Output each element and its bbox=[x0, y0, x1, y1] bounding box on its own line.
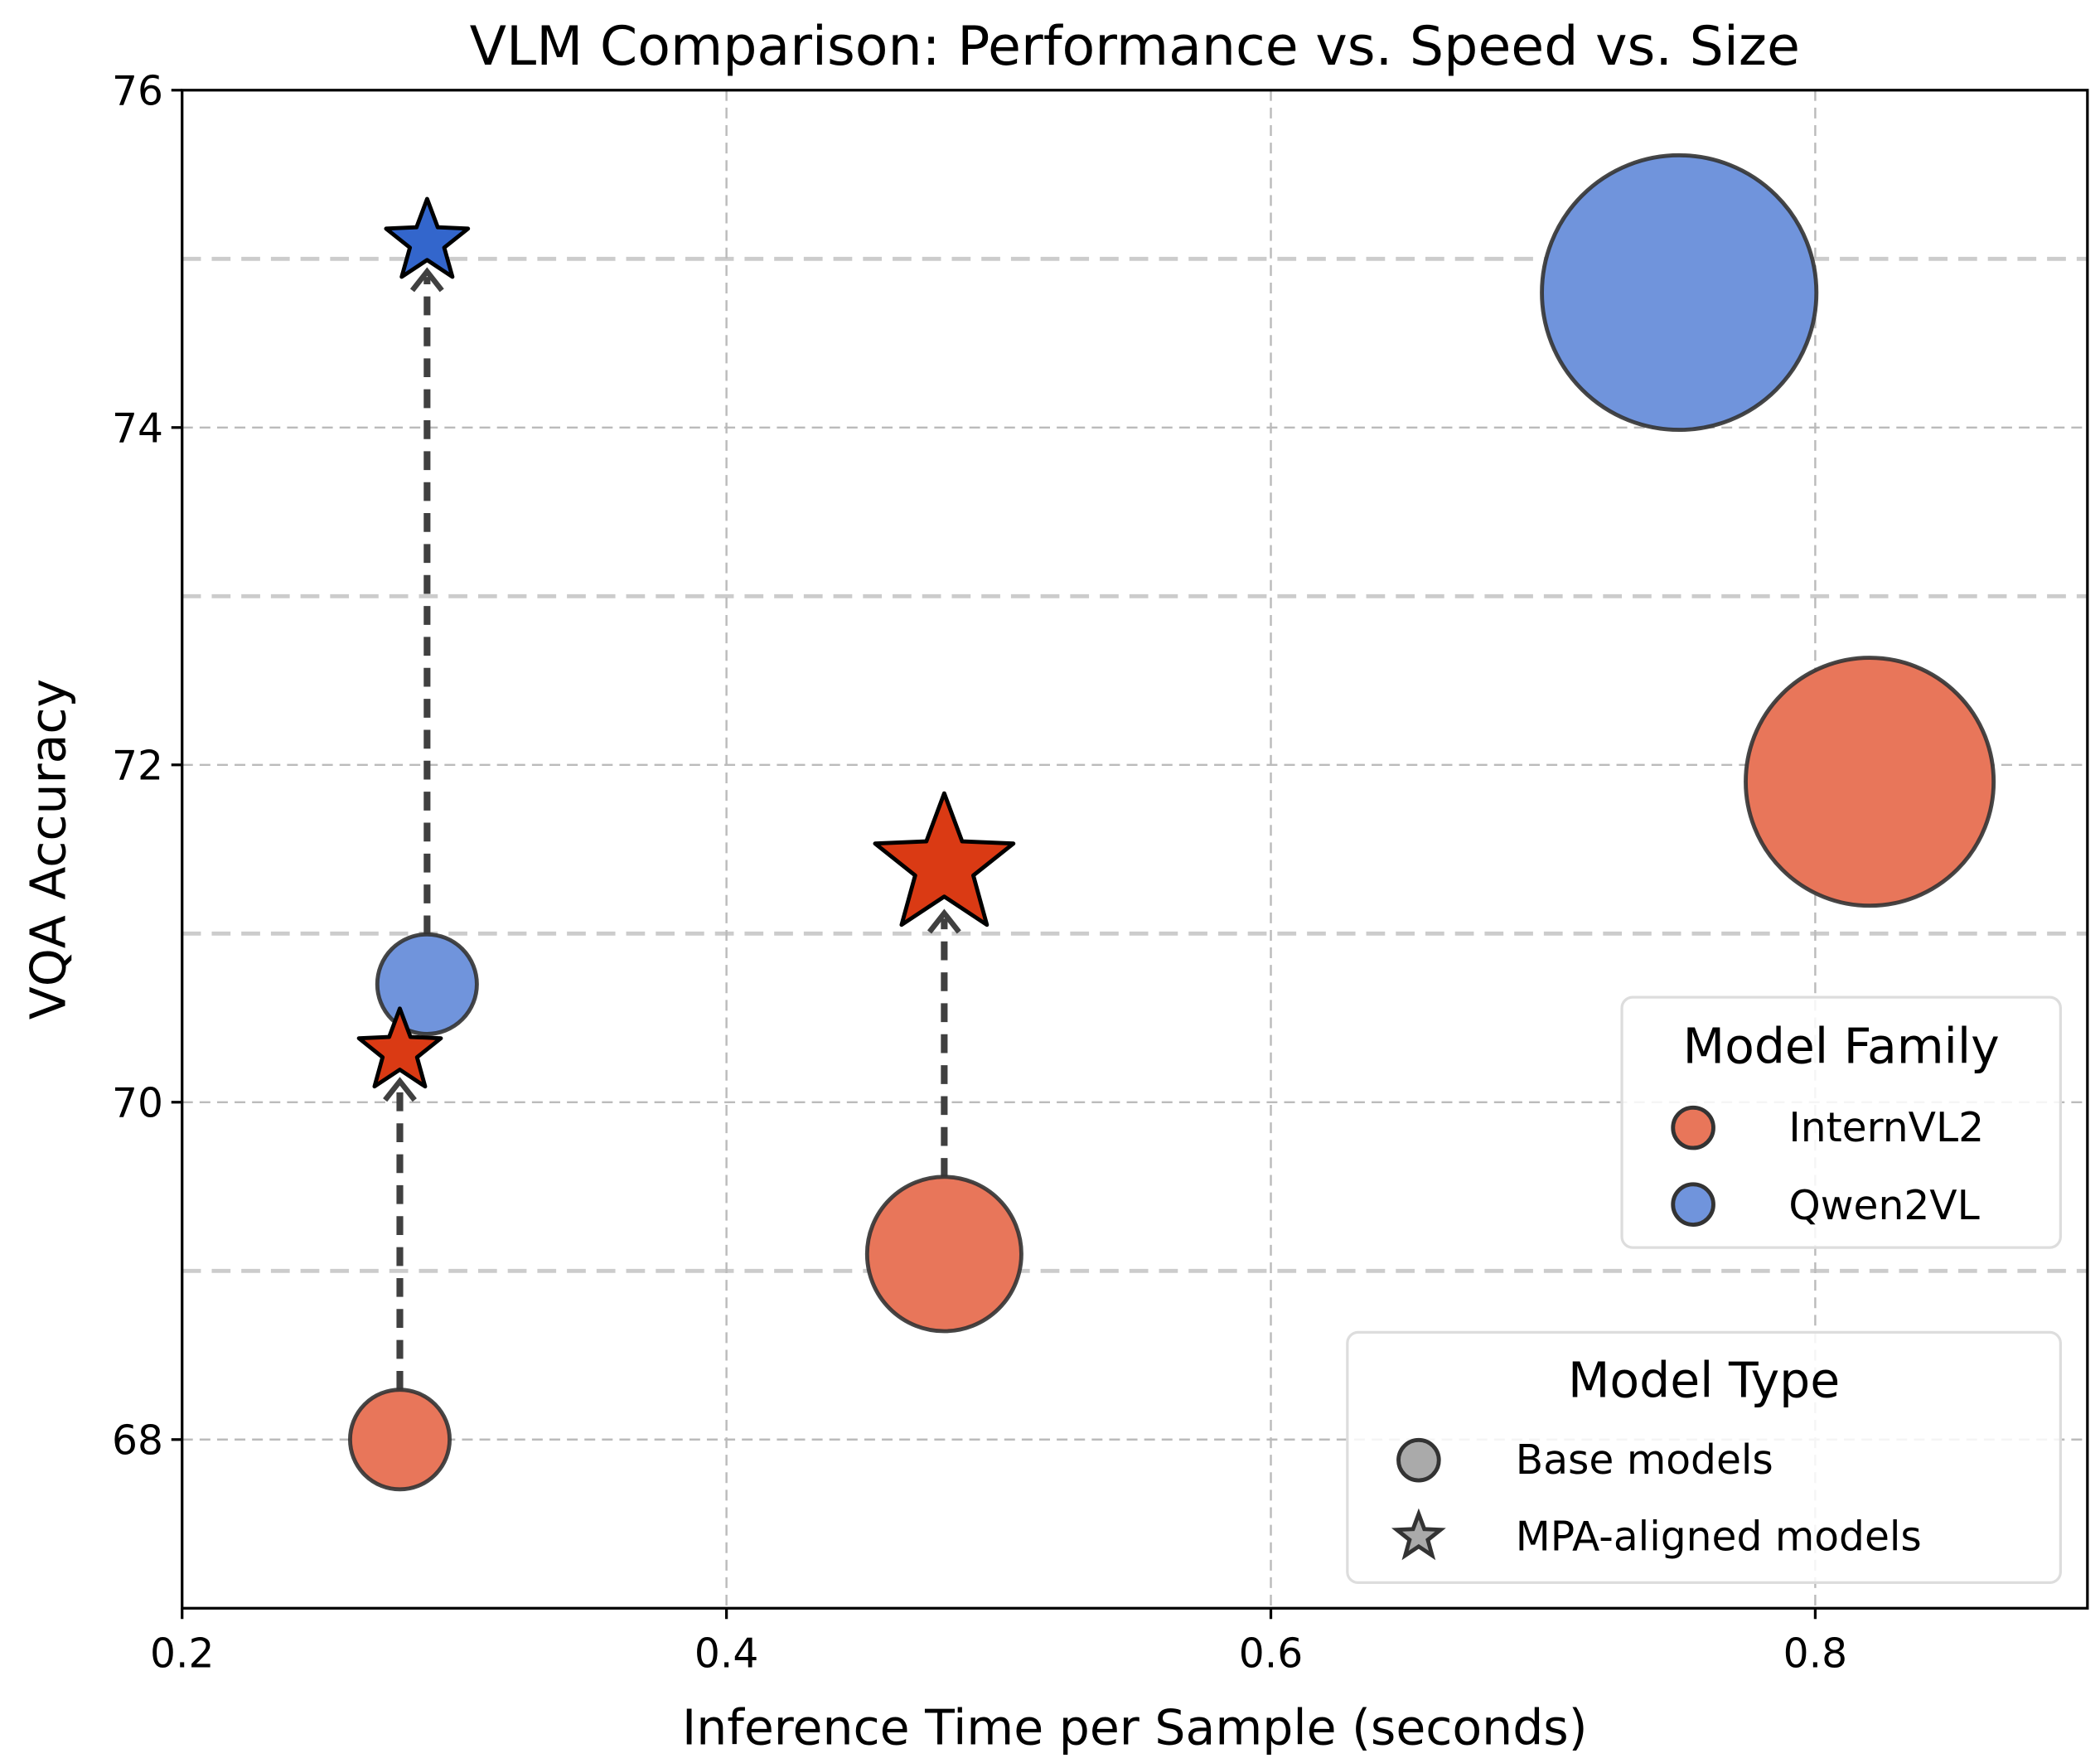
y-tick-label: 76 bbox=[112, 69, 163, 115]
legend-base-marker bbox=[1396, 1437, 1441, 1483]
base-model-point-internvl2 bbox=[1744, 656, 1996, 908]
base-model-point-qwen2vl bbox=[375, 932, 479, 1036]
plot-frame bbox=[181, 89, 2089, 1610]
legend-mpa-label: MPA-aligned models bbox=[1516, 1514, 1922, 1560]
x-tick-label: 0.6 bbox=[1239, 1631, 1303, 1678]
x-tick-label: 0.4 bbox=[694, 1631, 758, 1678]
legend-internvl2-marker bbox=[1671, 1105, 1715, 1150]
chart-title: VLM Comparison: Performance vs. Speed vs… bbox=[470, 16, 1800, 78]
mpa-model-point-qwen2vl bbox=[384, 196, 471, 279]
y-tick-label: 70 bbox=[112, 1081, 163, 1127]
x-axis-label: Inference Time per Sample (seconds) bbox=[682, 1699, 1588, 1756]
base-model-point-qwen2vl bbox=[1540, 153, 1819, 433]
legend-star-marker bbox=[1391, 1508, 1446, 1561]
y-axis-label: VQA Accuracy bbox=[20, 679, 76, 1020]
y-tick-label: 68 bbox=[112, 1418, 163, 1465]
improvement-arrow-head bbox=[383, 1077, 417, 1102]
legend-qwen2vl-marker bbox=[1671, 1182, 1715, 1227]
legend-type-title: Model Type bbox=[1568, 1352, 1840, 1408]
legend-model-family: Model Family InternVL2 Qwen2VL bbox=[1620, 995, 2062, 1249]
legend-model-type: Model Type Base models MPA-aligned model… bbox=[1346, 1330, 2062, 1585]
mpa-model-point-internvl2 bbox=[873, 791, 1016, 928]
y-tick-label: 72 bbox=[112, 743, 163, 790]
legend-base-label: Base models bbox=[1516, 1437, 1773, 1484]
y-tick-label: 74 bbox=[112, 406, 163, 453]
improvement-arrow-head bbox=[927, 908, 961, 934]
base-model-point-internvl2 bbox=[347, 1388, 452, 1492]
x-tick-label: 0.8 bbox=[1783, 1631, 1847, 1678]
x-tick-label: 0.2 bbox=[150, 1631, 214, 1678]
ticks: 0.2 0.4 0.6 0.8 68 70 72 74 76 bbox=[112, 69, 1847, 1678]
improvement-arrow-head bbox=[409, 267, 444, 293]
legend-qwen2vl-label: Qwen2VL bbox=[1788, 1183, 1979, 1229]
data-points bbox=[347, 153, 1996, 1492]
arrows bbox=[383, 267, 961, 1390]
legend-family-title: Model Family bbox=[1683, 1019, 2000, 1075]
base-model-point-internvl2 bbox=[864, 1175, 1023, 1334]
legend-internvl2-label: InternVL2 bbox=[1788, 1105, 1984, 1151]
mpa-model-point-internvl2 bbox=[356, 1006, 443, 1089]
